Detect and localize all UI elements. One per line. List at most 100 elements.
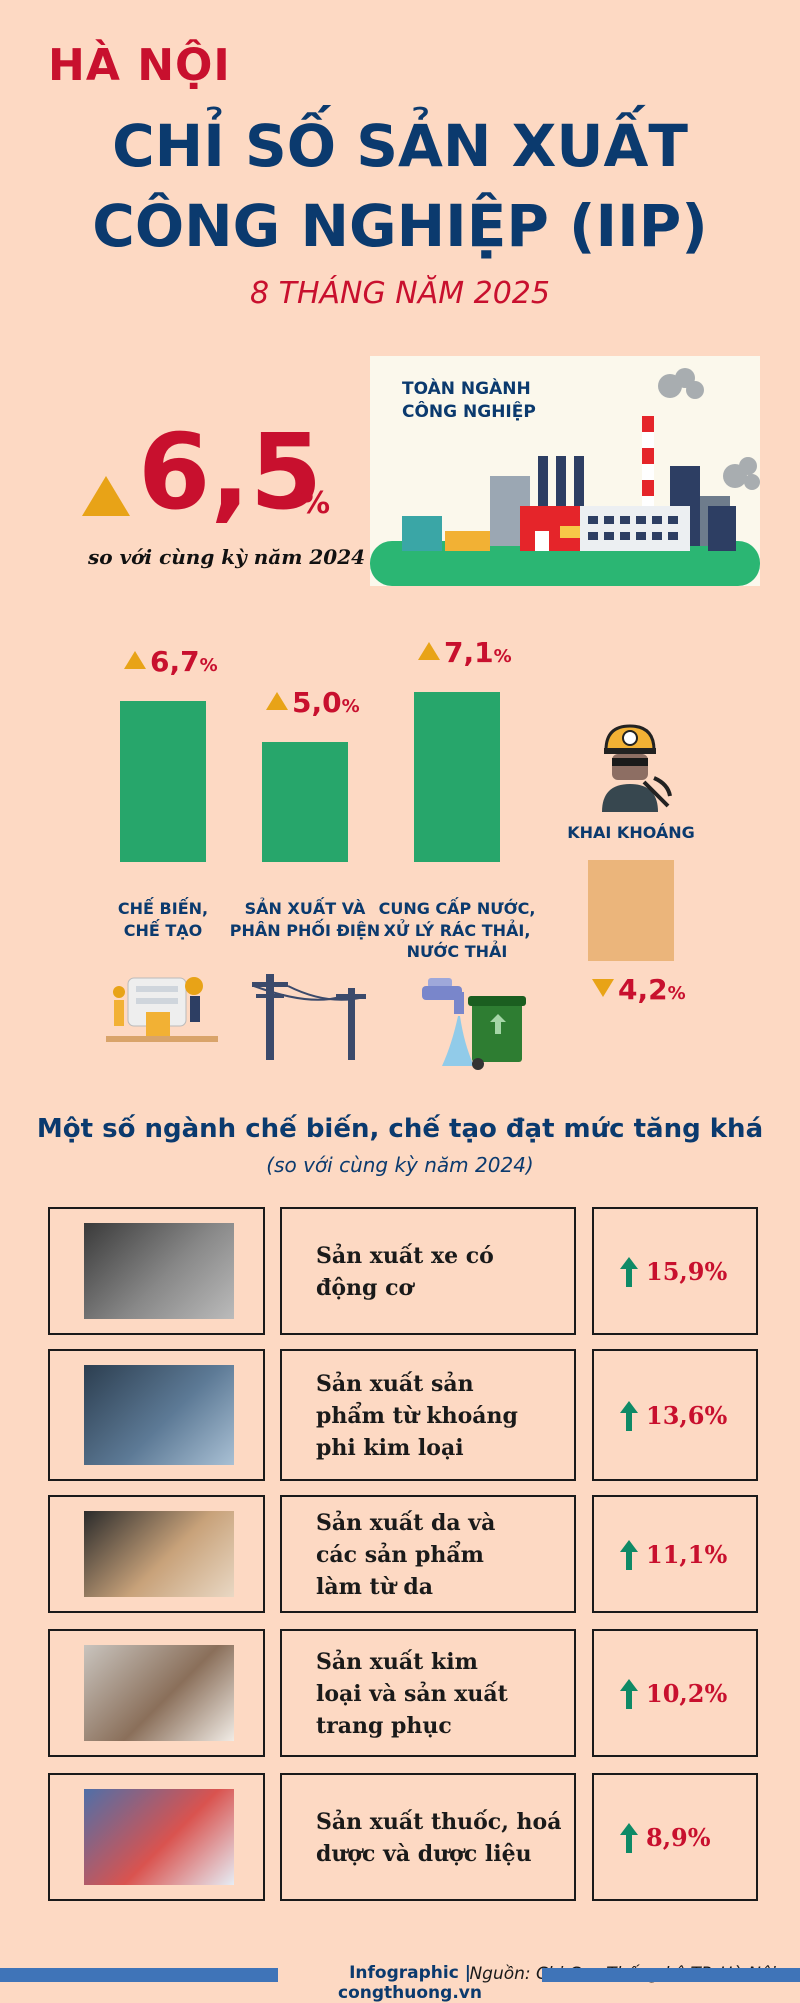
row-label-line: dược và dược liệu [316,1840,532,1867]
bar-value-unit: % [493,645,512,667]
category-line: KHAI KHOÁNG [567,823,695,842]
row-label-line: động cơ [316,1274,414,1301]
leather-shoes-image [84,1511,234,1597]
bar-category-label-1: CHẾ BIẾN, CHẾ TẠO [78,898,248,941]
footer-bar-right [542,1968,800,1982]
row-label-box: Sản xuất sản phẩm từ khoáng phi kim loại [280,1349,576,1481]
section-subtitle: (so với cùng kỳ năm 2024) [266,1153,534,1177]
section-title: Một số ngành chế biến, chế tạo đạt mức t… [36,1114,764,1144]
headline-unit: % [300,486,331,521]
category-line: PHÂN PHỐI ĐIỆN [229,920,381,940]
bar-3 [414,691,500,862]
bar-value-number: 7,1 [444,635,494,669]
bar-value-number: 4,2 [618,972,668,1006]
category-line: CUNG CẤP NƯỚC, [378,899,536,918]
row-label-line: phẩm từ khoáng [316,1402,518,1429]
clothing-shop-image [84,1645,234,1741]
headline-note: so với cùng kỳ năm 2024 [88,545,366,569]
card-label-line2: CÔNG NGHIỆP [402,401,536,422]
row-label: Sản xuất da và các sản phẩm làm từ da [316,1508,495,1604]
bar-2 [262,742,348,862]
main-title-line2: CÔNG NGHIỆP (IIP) [92,192,708,260]
category-line: CHẾ BIẾN, [117,899,209,918]
row-label: Sản xuất sản phẩm từ khoáng phi kim loại [316,1369,518,1465]
factory-card-label: TOÀN NGÀNH CÔNG NGHIỆP [402,378,536,424]
row-label: Sản xuất xe có động cơ [316,1241,494,1305]
row-value: 15,9% [646,1257,728,1286]
row-image-box [48,1349,265,1481]
power-pole-icon [252,974,366,1060]
row-image-box [48,1495,265,1613]
footer-brand: Infographic | congthuong.vn [338,1963,482,2003]
bar-value-label-2: 5,0% [266,686,360,719]
main-title-line1: CHỈ SỐ SẢN XUẤT [112,112,688,180]
headline-value: 6,5 [138,411,323,533]
row-label: Sản xuất kim loại và sản xuất trang phục [316,1647,508,1743]
down-triangle-icon [592,978,614,997]
category-line: CHẾ TẠO [123,920,203,940]
up-arrow-icon [620,1540,638,1570]
row-label-line: trang phục [316,1712,452,1739]
engine-image [84,1223,234,1319]
factory-workers-icon [106,977,218,1042]
card-label-line1: TOÀN NGÀNH [402,379,531,399]
row-value-box: 13,6% [592,1349,758,1481]
row-image-box [48,1207,265,1335]
row-label-line: Sản xuất sản [316,1371,474,1397]
pills-image [84,1789,234,1885]
up-triangle-icon [124,651,146,670]
bar-value-label-3: 7,1% [418,636,512,669]
row-label-box: Sản xuất xe có động cơ [280,1207,576,1335]
row-label-line: phi kim loại [316,1434,464,1461]
bar-category-label-4: KHAI KHOÁNG [546,822,716,844]
row-value-box: 11,1% [592,1495,758,1613]
up-triangle-icon [266,692,288,710]
period-subtitle: 8 THÁNG NĂM 2025 [250,276,550,311]
row-value: 13,6% [646,1401,728,1430]
up-arrow-icon [620,1401,638,1431]
row-label-box: Sản xuất thuốc, hoá dược và dược liệu [280,1773,576,1901]
bar-value-unit: % [341,696,360,717]
bar-1 [120,701,206,862]
up-arrow-icon [620,1257,638,1287]
row-label-line: các sản phẩm [316,1541,484,1568]
up-triangle-icon [418,641,440,660]
category-line: NƯỚC THẢI [406,942,508,962]
row-image-box [48,1629,265,1757]
row-image-box [48,1773,265,1901]
row-label-line: Sản xuất xe có [316,1243,494,1269]
miner-icon [602,724,672,812]
cnc-machine-image [84,1365,234,1465]
bar-4 [588,860,674,961]
row-value: 11,1% [646,1540,728,1569]
water-tap-trash-bin-icon [422,978,526,1070]
row-label-line: loại và sản xuất [316,1680,508,1707]
category-line: XỬ LÝ RÁC THẢI, [383,920,531,940]
row-label-box: Sản xuất da và các sản phẩm làm từ da [280,1495,576,1613]
category-line: SẢN XUẤT VÀ [244,899,366,918]
row-value: 8,9% [646,1823,711,1852]
up-arrow-icon [620,1823,638,1853]
city-title: HÀ NỘI [48,40,231,91]
factory-illustration [370,356,760,586]
bar-value-label-4: 4,2% [592,973,686,1006]
bar-value-number: 6,7 [150,645,200,679]
row-label-line: Sản xuất da và [316,1510,496,1536]
up-triangle-icon [82,476,130,516]
row-value-box: 8,9% [592,1773,758,1901]
row-label-box: Sản xuất kim loại và sản xuất trang phục [280,1629,576,1757]
row-value-box: 10,2% [592,1629,758,1757]
bar-value-unit: % [667,982,686,1004]
up-arrow-icon [620,1679,638,1709]
row-label: Sản xuất thuốc, hoá dược và dược liệu [316,1807,561,1871]
row-value-box: 15,9% [592,1207,758,1335]
row-label-line: làm từ da [316,1573,434,1600]
bar-value-number: 5,0 [292,686,342,719]
row-label-line: Sản xuất thuốc, hoá [316,1809,562,1835]
bar-category-label-2: SẢN XUẤT VÀ PHÂN PHỐI ĐIỆN [220,898,390,941]
row-label-line: Sản xuất kim [316,1649,478,1675]
row-value: 10,2% [646,1679,728,1708]
bar-value-unit: % [199,655,218,677]
bar-category-label-3: CUNG CẤP NƯỚC, XỬ LÝ RÁC THẢI, NƯỚC THẢI [372,898,542,963]
footer-bar-left [0,1968,278,1982]
